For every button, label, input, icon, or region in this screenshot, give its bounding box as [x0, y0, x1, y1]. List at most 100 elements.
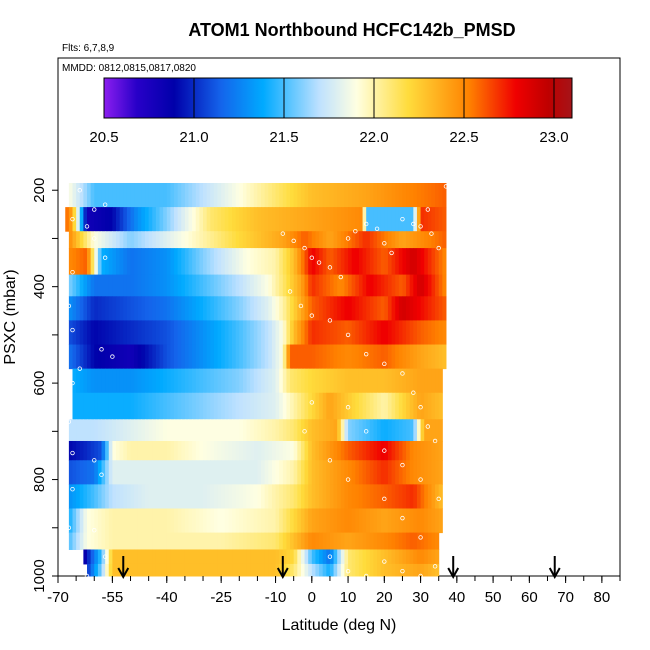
heatmap-cell	[344, 320, 349, 346]
heatmap-cell	[101, 368, 106, 394]
heatmap-cell	[355, 320, 360, 346]
heatmap-cell	[94, 248, 99, 276]
heatmap-cell	[282, 320, 287, 346]
heatmap-cell	[435, 460, 440, 485]
heatmap-cell	[72, 296, 77, 321]
heatmap-cell	[424, 508, 429, 534]
heatmap-cell	[242, 549, 248, 565]
x-tick-label: -25	[210, 589, 232, 606]
heatmap-cell	[87, 344, 92, 370]
x-tick-label: 20	[376, 589, 393, 606]
heatmap-cell	[184, 182, 190, 208]
heatmap-cell	[155, 368, 161, 394]
heatmap-cell	[416, 532, 422, 550]
x-tick-label: -70	[47, 589, 69, 606]
heatmap-cell	[203, 419, 208, 442]
heatmap-cell	[199, 231, 204, 249]
heatmap-cell	[351, 296, 356, 321]
heatmap-cell	[130, 320, 135, 346]
heatmap-cell	[435, 419, 440, 442]
heatmap-cell	[398, 419, 403, 442]
heatmap-cell	[101, 248, 106, 276]
heatmap-cell	[141, 460, 146, 485]
heatmap-cell	[351, 274, 356, 297]
heatmap-cell	[188, 484, 193, 509]
heatmap-cell	[416, 508, 422, 534]
heatmap-cell	[213, 549, 219, 565]
heatmap-cell	[94, 182, 99, 208]
heatmap-cell	[387, 440, 393, 461]
heatmap-cell	[395, 440, 400, 461]
heatmap-cell	[427, 248, 432, 276]
heatmap-cell	[387, 419, 393, 442]
heatmap-cell	[326, 368, 331, 394]
heatmap-cell	[406, 484, 411, 509]
heatmap-cell	[391, 274, 396, 297]
heatmap-cell	[141, 248, 146, 276]
heatmap-cell	[416, 460, 422, 485]
heatmap-cell	[137, 419, 142, 442]
heatmap-cell	[174, 508, 179, 534]
heatmap-cell	[116, 508, 121, 534]
heatmap-cell	[337, 392, 342, 420]
heatmap-cell	[358, 320, 364, 346]
heatmap-cell	[145, 320, 150, 346]
heatmap-cell	[181, 508, 186, 534]
heatmap-cell	[224, 392, 229, 420]
heatmap-cell	[431, 207, 436, 232]
heatmap-cell	[83, 460, 88, 485]
sample-point	[411, 221, 416, 227]
heatmap-cell	[101, 563, 106, 577]
heatmap-cell	[174, 440, 179, 461]
heatmap-cell	[431, 484, 436, 509]
heatmap-cell	[420, 344, 425, 370]
heatmap-cell	[293, 392, 298, 420]
heatmap-cell	[435, 182, 440, 208]
heatmap-cell	[134, 460, 139, 485]
x-axis-label: Latitude (deg N)	[282, 617, 397, 634]
heatmap-cell	[203, 563, 208, 577]
heatmap-cell	[72, 344, 77, 370]
sample-point	[70, 450, 75, 456]
heatmap-cell	[420, 440, 425, 461]
x-tick-label: 80	[594, 589, 611, 606]
heatmap-cell	[322, 296, 327, 321]
heatmap-cell	[261, 368, 266, 394]
heatmap-cell	[181, 440, 186, 461]
heatmap-cell	[239, 460, 244, 485]
heatmap-cell	[170, 508, 175, 534]
heatmap-cell	[213, 532, 219, 550]
heatmap-cell	[442, 344, 447, 370]
heatmap-cell	[203, 440, 208, 461]
heatmap-cell	[195, 532, 200, 550]
heatmap-cell	[308, 419, 313, 442]
x-tick-label: 60	[521, 589, 538, 606]
heatmap-cell	[228, 392, 233, 420]
heatmap-cell	[384, 207, 389, 232]
heatmap-cell	[217, 484, 222, 509]
heatmap-cell	[163, 563, 168, 577]
heatmap-cell	[199, 484, 204, 509]
heatmap-cell	[192, 344, 197, 370]
y-tick-label: 800	[31, 467, 48, 492]
heatmap-cell	[250, 344, 255, 370]
heatmap-cell	[264, 460, 269, 485]
heatmap-cell	[159, 296, 164, 321]
heatmap-cell	[79, 419, 84, 442]
heatmap-cell	[242, 419, 248, 442]
heatmap-cell	[369, 320, 374, 346]
sample-point	[102, 554, 108, 559]
heatmap-cell	[409, 182, 414, 208]
heatmap-cell	[322, 532, 327, 550]
heatmap-cell	[282, 440, 287, 461]
heatmap-cell	[253, 274, 258, 297]
heatmap-cell	[177, 440, 182, 461]
heatmap-cell	[83, 549, 88, 565]
heatmap-cell	[159, 231, 164, 249]
heatmap-cell	[242, 296, 248, 321]
heatmap-cell	[166, 460, 171, 485]
heatmap-cell	[264, 248, 269, 276]
heatmap-cell	[72, 419, 77, 442]
heatmap-cell	[166, 508, 171, 534]
heatmap-cell	[195, 508, 200, 534]
